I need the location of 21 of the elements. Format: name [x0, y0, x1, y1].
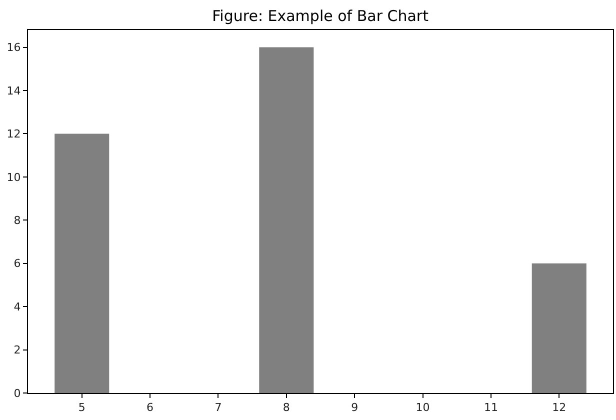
x-tick-label: 7 — [214, 401, 222, 414]
bar — [54, 134, 110, 393]
x-tick-label: 10 — [416, 401, 430, 414]
x-tick-label: 8 — [282, 401, 290, 414]
y-tick-label: 8 — [14, 214, 21, 227]
x-tick-label: 6 — [146, 401, 154, 414]
chart-title: Figure: Example of Bar Chart — [212, 7, 429, 25]
y-tick-label: 6 — [14, 257, 21, 270]
y-tick-label: 2 — [14, 344, 21, 357]
y-tick-label: 16 — [6, 41, 21, 54]
y-tick-label: 14 — [6, 84, 21, 98]
y-tick-label: 12 — [6, 128, 21, 141]
y-tick-label: 4 — [14, 300, 21, 314]
x-tick-label: 12 — [552, 401, 566, 414]
bar — [532, 263, 586, 393]
y-tick-label: 0 — [14, 386, 21, 400]
y-tick-label: 10 — [6, 170, 21, 184]
x-tick-label: 5 — [78, 401, 86, 414]
x-tick-label: 9 — [351, 401, 358, 414]
x-tick-label: 11 — [484, 401, 498, 414]
bar — [259, 47, 314, 393]
